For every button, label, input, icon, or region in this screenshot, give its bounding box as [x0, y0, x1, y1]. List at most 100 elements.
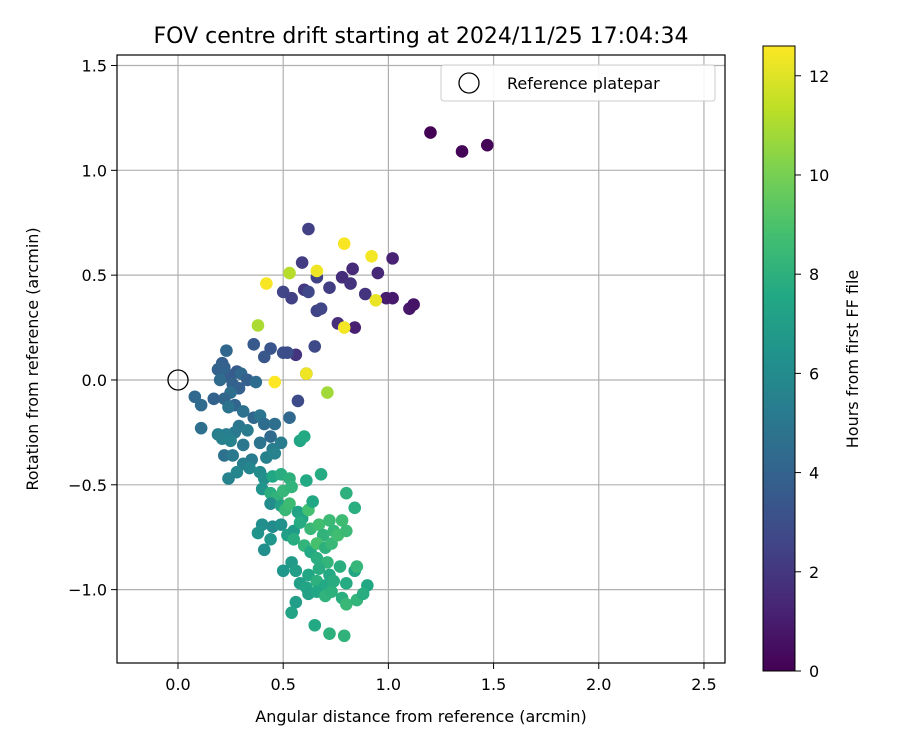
chart-title: FOV centre drift starting at 2024/11/25 … [154, 24, 689, 49]
colorbar-tick-label: 8 [809, 265, 819, 284]
scatter-point [386, 252, 399, 265]
scatter-point [276, 564, 290, 578]
scatter-point [371, 266, 385, 280]
scatter-point [424, 126, 437, 139]
x-tick-label: 0.5 [270, 675, 295, 694]
scatter-point [207, 392, 221, 406]
scatter-point [340, 597, 353, 611]
scatter-point [323, 627, 336, 640]
scatter-point [333, 560, 347, 573]
scatter-point [281, 346, 294, 360]
scatter-point [260, 277, 273, 290]
scatter-point [340, 577, 353, 590]
scatter-point [291, 394, 305, 408]
grid-lines [117, 55, 725, 663]
scatter-point [247, 338, 261, 351]
scatter-point [287, 533, 301, 546]
scatter-point [302, 222, 315, 236]
scatter-point [257, 417, 271, 431]
scatter-point [358, 287, 372, 301]
y-axis-label: Rotation from reference (arcmin) [23, 227, 42, 490]
scatter-point [337, 629, 351, 643]
scatter-point [226, 449, 240, 462]
scatter-point [213, 373, 227, 387]
colorbar-tick-label: 10 [809, 166, 829, 185]
scatter-point [312, 518, 326, 531]
y-tick-label: −0.5 [68, 476, 107, 495]
colorbar-ticks: 0 2 4 6 8 10 12 [795, 67, 829, 681]
x-tick-label: 1.0 [376, 675, 401, 694]
scatter-point [283, 497, 296, 510]
data-points [188, 126, 494, 643]
x-tick-label: 2.5 [691, 675, 716, 694]
scatter-point [356, 587, 370, 601]
y-tick-label: −1.0 [68, 581, 107, 600]
scatter-point [302, 285, 315, 299]
scatter-point [236, 405, 250, 418]
scatter-point [264, 497, 277, 510]
colorbar-tick-label: 4 [809, 464, 819, 483]
x-axis-ticks: 0.0 0.5 1.0 1.5 2.0 2.5 [165, 663, 717, 694]
colorbar-tick-label: 0 [809, 662, 819, 681]
scatter-point [241, 423, 254, 437]
scatter-point [297, 430, 311, 443]
scatter-point [306, 495, 319, 508]
scatter-point [257, 543, 271, 557]
reference-platepar-marker [167, 369, 189, 391]
scatter-point [295, 256, 309, 269]
x-tick-label: 0.0 [165, 675, 190, 694]
legend: Reference platepar [440, 64, 716, 102]
scatter-point [268, 375, 282, 389]
colorbar-tick-label: 6 [809, 364, 819, 383]
scatter-point [268, 417, 282, 431]
scatter-point [285, 291, 298, 305]
scatter-point [289, 564, 303, 578]
scatter-point [337, 321, 351, 334]
scatter-point [300, 367, 313, 380]
scatter-point [222, 472, 235, 485]
y-tick-label: 1.0 [82, 161, 107, 180]
scatter-point [337, 237, 351, 250]
scatter-point [264, 533, 277, 546]
scatter-point [236, 438, 250, 452]
scatter-point [194, 421, 208, 435]
colorbar: 0 2 4 6 8 10 12 Hours from first FF file [762, 45, 862, 681]
scatter-point [348, 321, 362, 334]
x-tick-label: 1.5 [481, 675, 506, 694]
scatter-point [340, 486, 353, 500]
colorbar-label: Hours from first FF file [843, 270, 862, 449]
scatter-point [340, 524, 353, 538]
scatter-point [285, 606, 298, 619]
scatter-point [308, 618, 322, 632]
scatter-point [310, 551, 324, 565]
scatter-point [310, 264, 324, 278]
scatter-point [293, 516, 307, 529]
scatter-point [274, 518, 288, 531]
y-tick-label: 1.5 [82, 56, 107, 75]
scatter-point [407, 298, 420, 311]
y-tick-label: 0.5 [82, 266, 107, 285]
y-tick-label: 0.0 [82, 371, 107, 390]
legend-box [440, 64, 716, 102]
scatter-point [321, 386, 334, 399]
legend-entry-reference-platepar: Reference platepar [507, 74, 660, 93]
scatter-point [365, 249, 378, 263]
scatter-point [348, 501, 362, 515]
scatter-point [289, 595, 303, 609]
scatter-point [268, 447, 282, 460]
scatter-point [300, 474, 313, 487]
scatter-point [224, 434, 237, 448]
scatter-point [386, 291, 399, 305]
scatter-point [253, 436, 267, 450]
scatter-point [285, 480, 298, 494]
scatter-point [323, 281, 336, 295]
scatter-point [350, 560, 364, 573]
scatter-point [455, 145, 469, 158]
scatter-point [335, 514, 349, 527]
colorbar-tick-label: 2 [809, 563, 819, 582]
scatter-point [314, 468, 328, 481]
scatter-point [264, 430, 277, 443]
scatter-point [480, 138, 494, 152]
y-axis-ticks: −1.0 −0.5 0.0 0.5 1.0 1.5 [68, 56, 117, 600]
